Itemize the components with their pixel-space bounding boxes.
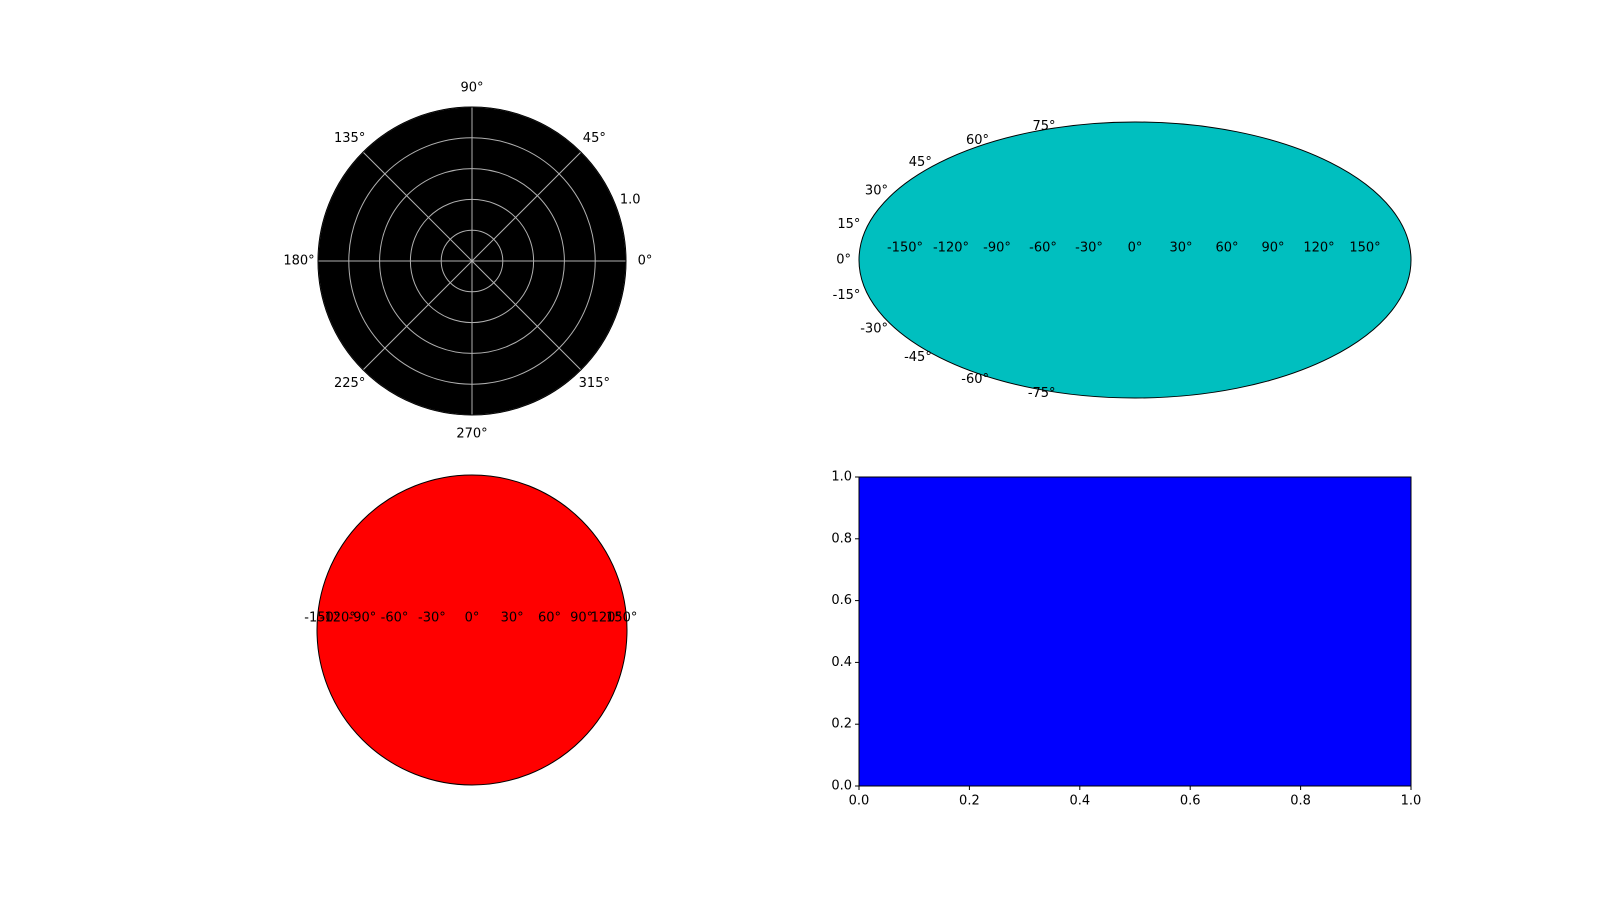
- lambert-background: [316, 474, 628, 786]
- aitoff-y-tick-label: -60°: [961, 372, 989, 387]
- aitoff-y-tick-label: 75°: [1033, 119, 1056, 134]
- aitoff-x-tick-label: 90°: [1261, 241, 1284, 256]
- polar-theta-tick-label: 180°: [283, 254, 314, 269]
- rect-y-tick-label: 0.8: [831, 531, 852, 546]
- polar-angular-gridline: [362, 151, 473, 262]
- rect-axes-background: [858, 476, 1412, 787]
- polar-theta-tick-label: 270°: [456, 427, 487, 442]
- lambert-x-tick-label: 60°: [538, 611, 561, 626]
- polar-axes: 0° 45° 90° 135° 180° 225° 270° 315° 1.0: [283, 81, 652, 442]
- rectilinear-axes: 0.0 0.2 0.4 0.6 0.8 1.0 0.0 0.2 0.4 0.6 0.8 1.0: [831, 470, 1421, 809]
- polar-theta-tick-label: 315°: [579, 376, 610, 391]
- aitoff-x-tick-label: 150°: [1349, 241, 1380, 256]
- rect-x-tick-label: 0.4: [1069, 794, 1090, 809]
- aitoff-x-tick-label: 120°: [1303, 241, 1334, 256]
- polar-theta-tick-label: 135°: [334, 131, 365, 146]
- polar-theta-tick-label: 225°: [334, 376, 365, 391]
- rect-x-tick-label: 0.0: [849, 794, 870, 809]
- aitoff-y-tick-label: -15°: [833, 288, 861, 303]
- rect-y-tick-label: 0.2: [831, 717, 852, 732]
- polar-angular-gridline: [362, 260, 473, 371]
- aitoff-x-tick-label: -90°: [983, 241, 1011, 256]
- polar-theta-tick-label: 90°: [460, 81, 483, 96]
- aitoff-x-tick-label: -150°: [887, 241, 923, 256]
- rect-y-tick-label: 1.0: [831, 470, 852, 485]
- aitoff-axes: -150° -120° -90° -60° -30° 0° 30° 60° 90° 120° 150…: [833, 119, 1412, 401]
- polar-theta-tick-label: 0°: [638, 254, 653, 269]
- rect-x-tick-label: 0.2: [959, 794, 980, 809]
- aitoff-x-tick-label: 60°: [1215, 241, 1238, 256]
- polar-angular-gridline: [471, 260, 582, 371]
- lambert-x-tick-label: 120°: [591, 611, 622, 626]
- lambert-x-tick-label: -90°: [349, 611, 377, 626]
- rect-y-tick-label: 0.0: [831, 779, 852, 794]
- lambert-x-tick-label: 0°: [465, 611, 480, 626]
- aitoff-y-tick-label: 60°: [966, 133, 989, 148]
- rect-x-tick-label: 1.0: [1401, 794, 1422, 809]
- lambert-x-tick-label: 30°: [501, 611, 524, 626]
- aitoff-y-tick-label: -30°: [860, 322, 888, 337]
- aitoff-y-tick-label: -45°: [904, 350, 932, 365]
- lambert-x-tick-label: -120°: [320, 611, 356, 626]
- aitoff-y-tick-label: 15°: [837, 217, 860, 232]
- aitoff-y-tick-label: 45°: [909, 155, 932, 170]
- lambert-axes: -150°-120°-90° -60° -30° 0° 30° 60° 90°120°150…: [304, 474, 637, 786]
- aitoff-background: [858, 121, 1412, 399]
- rect-x-tick-label: 0.8: [1290, 794, 1311, 809]
- rect-y-tick-label: 0.6: [831, 593, 852, 608]
- aitoff-x-tick-label: 30°: [1169, 241, 1192, 256]
- lambert-x-tick-label: -60°: [381, 611, 409, 626]
- aitoff-x-tick-label: 0°: [1128, 241, 1143, 256]
- polar-r-tick-label: 1.0: [620, 192, 641, 207]
- lambert-x-tick-label: 150°: [606, 611, 637, 626]
- aitoff-y-tick-label: 0°: [836, 253, 851, 268]
- aitoff-x-tick-label: -60°: [1029, 241, 1057, 256]
- rect-y-tick-label: 0.4: [831, 655, 852, 670]
- aitoff-y-tick-label: -75°: [1028, 386, 1056, 401]
- aitoff-y-tick-label: 30°: [865, 184, 888, 199]
- lambert-x-tick-label: 90°: [570, 611, 593, 626]
- polar-theta-tick-label: 45°: [583, 131, 606, 146]
- lambert-x-tick-label: -150°: [304, 611, 340, 626]
- polar-spine: [317, 106, 627, 416]
- polar-angular-gridline: [471, 151, 582, 262]
- aitoff-x-tick-label: -120°: [933, 241, 969, 256]
- lambert-x-tick-label: -30°: [418, 611, 446, 626]
- aitoff-x-tick-label: -30°: [1075, 241, 1103, 256]
- rect-x-tick-label: 0.6: [1180, 794, 1201, 809]
